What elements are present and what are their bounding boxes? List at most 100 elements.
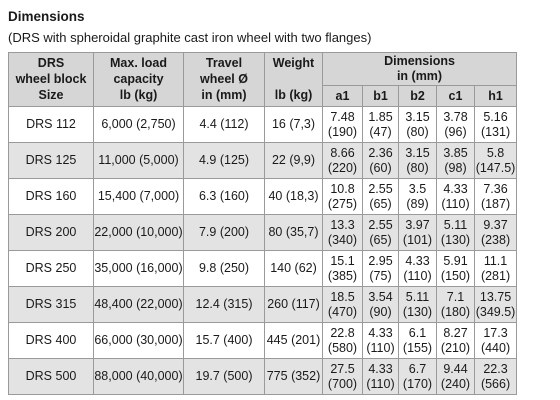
cell-line: 2.95: [368, 253, 393, 268]
cell-line: 22.8: [330, 325, 355, 340]
table-row: DRS 200 22,000 (10,000) 7.9 (200) 80 (35,7)…: [8, 214, 518, 251]
dimension-cell: 10.8 (275): [322, 178, 363, 215]
cell-line: 10.8: [330, 181, 355, 196]
dimension-cell: 4.33 (110): [362, 322, 399, 359]
cell-line: (147.5): [475, 160, 516, 175]
dimension-cell: 3.78 (96): [436, 106, 475, 143]
cell-line: (240): [440, 376, 471, 391]
cell-line: (275): [327, 196, 358, 211]
dimension-cell: 27.5 (700): [322, 358, 363, 395]
cell-line: 6.1: [408, 325, 427, 340]
cell-line: 5.11: [405, 289, 430, 304]
subcolumn-header: b1: [362, 85, 399, 107]
cell-line: 3.85: [443, 145, 468, 160]
title: Dimensions: [8, 9, 85, 24]
table-row: DRS 400 66,000 (30,000) 15.7 (400) 445 (201…: [8, 322, 518, 359]
header-line: lb (kg): [119, 87, 158, 102]
header-line: wheel block: [15, 71, 87, 86]
cell-line: (349.5): [475, 304, 516, 319]
header-line: Dimensions: [384, 54, 455, 68]
cell-line: 9.37: [483, 217, 508, 232]
cell: 260 (117): [264, 286, 323, 323]
dimension-cell: 5.11 (130): [436, 214, 475, 251]
dimension-cell: 4.33 (110): [362, 358, 399, 395]
cell-line: (187): [480, 196, 511, 211]
column-header: Max. load capacity lb (kg): [93, 52, 184, 107]
cell-line: 7.1: [446, 289, 465, 304]
cell-line: (210): [440, 340, 471, 355]
subtitle: (DRS with spheroidal graphite cast iron …: [8, 30, 372, 45]
cell-line: (700): [327, 376, 358, 391]
subcolumn-header: a1: [322, 85, 363, 107]
group-header: Dimensions in (mm): [321, 52, 518, 86]
cell-line: 4.33: [368, 325, 393, 340]
header-row: DRS wheel block Size Max. load capacity lb (k…: [8, 52, 518, 107]
cell: 15,400 (7,000): [93, 178, 184, 215]
cell-line: (65): [369, 232, 392, 247]
dimension-cell: 2.36 (60): [362, 142, 399, 179]
cell: DRS 315: [8, 286, 94, 323]
table-row: DRS 125 11,000 (5,000) 4.9 (125) 22 (9,9) 8.…: [8, 142, 518, 179]
dimension-cell: 2.55 (65): [362, 214, 399, 251]
cell-line: (385): [327, 268, 358, 283]
dimension-cell: 6.1 (155): [398, 322, 437, 359]
cell-line: (130): [402, 304, 433, 319]
subcolumn-header: c1: [436, 85, 475, 107]
cell-line: (131): [480, 124, 511, 139]
dimension-cell: 3.85 (98): [436, 142, 475, 179]
cell: 4.4 (112): [183, 106, 265, 143]
dimension-cell: 13.75 (349.5): [473, 286, 518, 323]
cell-line: (110): [366, 376, 395, 391]
column-header: DRS wheel block Size: [8, 52, 94, 107]
cell: 35,000 (16,000): [93, 250, 184, 287]
header-line: capacity: [113, 71, 164, 86]
dimension-cell: 7.48 (190): [322, 106, 363, 143]
dimension-cell: 3.5 (89): [398, 178, 437, 215]
dimension-cell: 11.1 (281): [473, 250, 518, 287]
cell-line: (110): [403, 268, 432, 283]
dimension-cell: 5.11 (130): [398, 286, 437, 323]
cell: 6.3 (160): [183, 178, 265, 215]
cell-line: (281): [480, 268, 511, 283]
dimension-cell: 22.3 (566): [473, 358, 518, 395]
cell-line: (98): [444, 160, 467, 175]
cell: DRS 500: [8, 358, 94, 395]
table-row: DRS 500 88,000 (40,000) 19.7 (500) 775 (352…: [8, 358, 518, 395]
dimension-cell: 7.36 (187): [473, 178, 518, 215]
cell: DRS 112: [8, 106, 94, 143]
cell-line: (190): [327, 124, 358, 139]
cell-line: 13.3: [330, 217, 355, 232]
cell-line: (238): [480, 232, 511, 247]
cell: 11,000 (5,000): [93, 142, 184, 179]
cell-line: (440): [480, 340, 511, 355]
cell-line: 3.5: [408, 181, 427, 196]
cell-line: 1.85: [368, 109, 393, 124]
cell-line: 13.75: [479, 289, 512, 304]
header-line: Size: [38, 87, 64, 102]
cell-line: 5.91: [443, 253, 468, 268]
cell-line: 5.8: [486, 145, 505, 160]
header-line: Max. load: [110, 55, 167, 70]
cell-line: 7.36: [483, 181, 508, 196]
header-line: lb (kg): [274, 87, 313, 102]
cell-line: (130): [440, 232, 471, 247]
dimension-cell: 3.97 (101): [398, 214, 437, 251]
cell: 22,000 (10,000): [93, 214, 184, 251]
header-row: a1 b1 b2 c1 h1: [9, 85, 518, 107]
dimension-cell: 22.8 (580): [322, 322, 363, 359]
dimensions-table: DRS wheel block Size Max. load capacity lb (k…: [8, 52, 518, 395]
cell-line: 4.33: [368, 361, 393, 376]
dimension-cell: 5.16 (131): [473, 106, 518, 143]
cell-line: 3.78: [443, 109, 468, 124]
table-row: DRS 160 15,400 (7,000) 6.3 (160) 40 (18,3) 1…: [8, 178, 518, 215]
cell: 9.8 (250): [183, 250, 265, 287]
cell-line: 2.55: [368, 181, 393, 196]
dimension-cell: 3.15 (80): [398, 142, 437, 179]
dimension-cell: 7.1 (180): [436, 286, 475, 323]
cell-line: 15.1: [330, 253, 355, 268]
cell-line: 18.5: [330, 289, 355, 304]
cell-line: (110): [366, 340, 395, 355]
dimension-cell: 2.55 (65): [362, 178, 399, 215]
